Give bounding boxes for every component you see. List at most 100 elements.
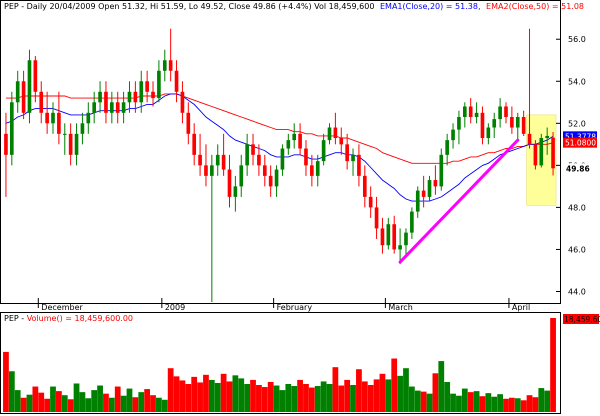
candle-body	[245, 144, 249, 166]
candle	[351, 148, 355, 176]
candle-body	[74, 133, 79, 155]
candle-body	[274, 169, 279, 187]
ema20-line	[5, 93, 554, 202]
volume-bar	[461, 388, 468, 412]
candle-body	[180, 91, 185, 113]
candle-body	[210, 165, 214, 176]
candle-body	[339, 138, 344, 145]
candle-body	[539, 138, 544, 166]
candle	[339, 127, 344, 155]
candle	[21, 70, 26, 120]
volume-bar	[414, 390, 421, 412]
candle	[80, 112, 85, 145]
volume-bar	[367, 385, 374, 412]
volume-bar	[67, 399, 74, 412]
volume-bar	[179, 380, 186, 412]
candle-body	[357, 154, 361, 176]
candle	[474, 102, 479, 124]
candle-body	[62, 133, 67, 135]
x-tick-label: April	[512, 303, 530, 312]
volume-bar	[391, 358, 398, 412]
candle-body	[39, 91, 44, 113]
candle-body	[374, 207, 379, 229]
candle	[298, 123, 302, 155]
candle	[392, 215, 397, 254]
candle	[110, 91, 114, 124]
volume-bar	[108, 397, 115, 412]
volume-bar	[456, 395, 462, 412]
candle	[345, 133, 349, 170]
candle-body	[157, 70, 161, 99]
candle-body	[262, 165, 267, 176]
candle	[380, 217, 385, 254]
volume-bar	[32, 386, 39, 412]
volume-bar	[450, 393, 456, 412]
candle-body	[527, 133, 532, 145]
candle-body	[68, 133, 73, 155]
candle	[421, 175, 426, 208]
candle-body	[468, 106, 473, 118]
volume-bar	[361, 381, 368, 412]
candle-body	[215, 154, 220, 166]
candle-body	[404, 232, 408, 246]
volume-bar	[126, 388, 133, 412]
candle	[162, 49, 167, 82]
candle-body	[457, 117, 461, 130]
candle-body	[174, 70, 179, 92]
candle	[439, 148, 444, 191]
volume-bar	[473, 391, 480, 412]
candle	[168, 28, 173, 82]
candle	[510, 106, 514, 134]
volume-bar	[185, 383, 192, 412]
candle	[62, 123, 67, 155]
ema50-legend: EMA2(Close,50) = 51.08	[486, 2, 584, 11]
volume-bar	[408, 386, 415, 412]
candle-body	[145, 81, 149, 92]
candle-body	[310, 165, 314, 176]
volume-bar	[503, 398, 509, 412]
volume-bar	[220, 373, 227, 412]
volume-bar	[150, 395, 156, 412]
volume-bar	[332, 367, 339, 412]
candle	[398, 228, 402, 265]
candle	[315, 154, 320, 187]
volume-bar	[167, 368, 174, 412]
candle	[498, 98, 502, 128]
candle-body	[380, 228, 385, 246]
candle	[415, 186, 420, 218]
volume-bar	[8, 371, 15, 412]
candle	[92, 91, 97, 124]
candle	[198, 133, 202, 176]
candle	[480, 106, 485, 145]
candle	[280, 144, 285, 176]
volume-bar	[514, 398, 521, 412]
volume-bar	[497, 394, 503, 412]
candle	[45, 91, 49, 134]
candle	[245, 133, 249, 176]
volume-bar	[56, 391, 62, 412]
chart-title: PEP - Daily 20/04/2009 Open 51.32, Hi 51…	[4, 2, 584, 11]
candle	[139, 70, 144, 113]
candle	[386, 217, 391, 250]
y-tick-label: 52.0	[568, 119, 586, 128]
candle-body	[521, 117, 526, 134]
candle	[374, 196, 379, 239]
candle-body	[462, 106, 467, 118]
candle-body	[10, 102, 14, 155]
candle	[180, 81, 185, 124]
candle	[321, 133, 326, 166]
volume-bar	[350, 385, 356, 412]
volume-bar	[256, 385, 262, 412]
candle-body	[21, 81, 26, 113]
candle	[133, 81, 138, 113]
price-tag-label: 51.0800	[565, 139, 596, 148]
candle-body	[280, 148, 285, 170]
candle	[262, 154, 267, 187]
candle	[151, 81, 155, 107]
candle-body	[304, 148, 308, 166]
volume-bar	[173, 376, 180, 412]
volume-bar	[79, 392, 86, 412]
candle	[215, 144, 220, 176]
candle-body	[204, 165, 208, 176]
